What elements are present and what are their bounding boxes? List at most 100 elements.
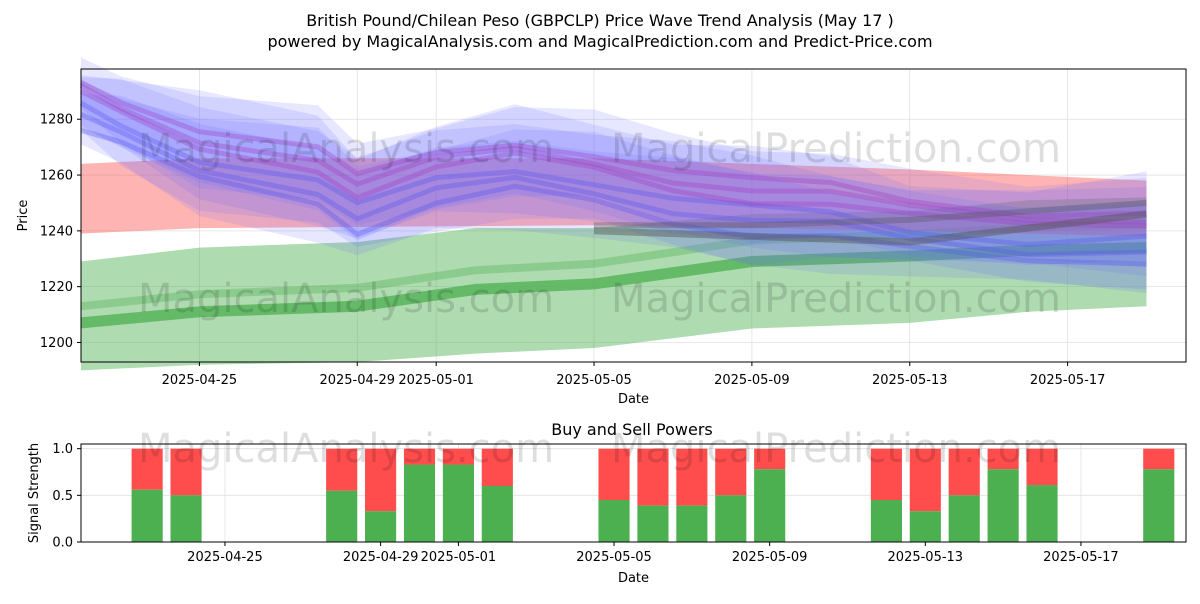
dark-wave-line [593,210,1147,246]
watermark-prediction-top: MagicalPrediction.com [611,126,1061,172]
sell-power-bar [676,448,708,506]
price-x-ticks: 2025-04-25 2025-04-29 2025-05-01 2025-05-05… [162,362,1106,388]
sell-power-bar [170,448,202,496]
watermark-analysis-mid: MagicalAnalysis.com [138,276,554,322]
signal-title: Buy and Sell Powers [551,420,713,439]
price-y-tick-label: 1200 [40,336,73,351]
buy-power-bar [870,500,902,542]
buy-power-bar [948,495,980,542]
purple-wave-line [79,89,1147,229]
buy-power-bar [598,500,630,542]
blue-wave-band [81,77,1147,277]
watermark-analysis-top: MagicalAnalysis.com [138,126,554,172]
price-y-tick-label: 1220 [40,280,73,295]
signal-axes-frame [80,443,1187,543]
watermark-prediction-bottom: MagicalPrediction.com [611,426,1061,472]
signal-x-tick-label: 2025-05-13 [888,550,964,565]
red-forecast-band [81,158,1147,237]
price-x-tick-label: 2025-05-17 [1030,373,1106,388]
sell-power-bar [909,448,941,512]
purple-wave-line [79,83,1147,225]
blue-wave-line [79,100,1147,247]
blue-wave-line [79,112,1147,258]
sell-power-bar [481,448,513,486]
signal-y-ticks: 0.0 0.5 1.0 [52,442,81,551]
watermark-prediction-mid: MagicalPrediction.com [611,276,1061,322]
green-secondary-line [80,220,1147,311]
sell-power-bar [870,448,902,500]
price-y-ticks: 1200 1220 1240 1260 1280 [40,113,81,351]
signal-x-tick-label: 2025-05-17 [1043,550,1119,565]
sell-power-bar [365,448,397,512]
buy-power-bar [442,464,474,542]
price-series [79,57,1147,371]
signal-x-tick-label: 2025-05-09 [732,550,808,565]
sell-power-bar [637,448,669,506]
sell-power-bar [1026,448,1058,486]
signal-y-tick-label: 0.0 [52,536,73,551]
blue-wave-band [81,57,1147,268]
watermark-analysis-bottom: MagicalAnalysis.com [138,426,554,472]
buy-power-bar [326,490,358,542]
blue-wave-band [81,75,1147,266]
signal-x-tick-label: 2025-05-01 [421,550,497,565]
buy-power-bar [715,495,747,542]
buy-power-bar [1026,485,1058,542]
price-axes-frame [80,68,1187,363]
buy-power-bar [909,511,941,542]
sell-power-bar [1143,448,1175,470]
signal-panel: Buy and Sell Powers MagicalAnalysis.com … [27,420,1187,586]
signal-y-tick-label: 1.0 [52,442,73,457]
sell-power-bar [442,448,474,465]
buy-power-bar [131,489,163,542]
buy-power-bar [403,464,436,542]
signal-x-ticks: 2025-04-25 2025-04-29 2025-05-01 2025-05-05… [187,542,1119,565]
chart-title: British Pound/Chilean Peso (GBPCLP) Pric… [306,11,894,30]
buy-power-bar [1143,469,1175,542]
price-grid [81,69,1186,362]
price-y-tick-label: 1280 [40,113,73,128]
buy-power-bar [987,469,1019,542]
buy-power-bar [754,469,786,542]
signal-x-tick-label: 2025-04-25 [187,550,263,565]
price-y-label: Price [16,200,31,232]
buy-power-bar [481,486,513,542]
purple-wave-line [79,80,1147,219]
signal-bars [131,448,1175,542]
buy-power-bar [676,505,708,542]
sell-power-bar [987,448,1019,470]
sell-power-bar [715,448,747,496]
sell-power-bar [598,448,630,500]
buy-power-bar [365,511,397,542]
signal-x-tick-label: 2025-05-05 [576,550,652,565]
sell-power-bar [326,448,358,491]
blue-wave-band [81,79,1147,290]
blue-wave-band [81,94,1147,294]
price-x-tick-label: 2025-05-05 [556,373,632,388]
price-x-tick-label: 2025-04-29 [319,373,395,388]
price-y-tick-label: 1240 [40,224,73,239]
blue-wave-line [80,127,1147,267]
sell-power-bar [403,448,436,465]
price-x-label: Date [618,392,649,407]
price-x-tick-label: 2025-05-01 [398,373,474,388]
green-forecast-line [80,242,1147,329]
buy-power-bar [170,495,202,542]
sell-power-bar [131,448,163,490]
price-panel: MagicalAnalysis.com MagicalPrediction.co… [16,57,1187,407]
chart-subtitle: powered by MagicalAnalysis.com and Magic… [267,32,932,51]
price-x-tick-label: 2025-05-13 [872,373,948,388]
price-y-tick-label: 1260 [40,169,73,184]
dark-wave-line-secondary [594,199,1147,229]
price-x-tick-label: 2025-05-09 [714,373,790,388]
signal-x-tick-label: 2025-04-29 [343,550,419,565]
signal-y-tick-label: 0.5 [52,489,73,504]
sell-power-bar [754,448,786,470]
buy-power-bar [637,505,669,542]
signal-x-label: Date [618,571,649,586]
sell-power-bar [948,448,980,496]
signal-y-label: Signal Strength [27,443,42,543]
price-x-tick-label: 2025-04-25 [162,373,238,388]
